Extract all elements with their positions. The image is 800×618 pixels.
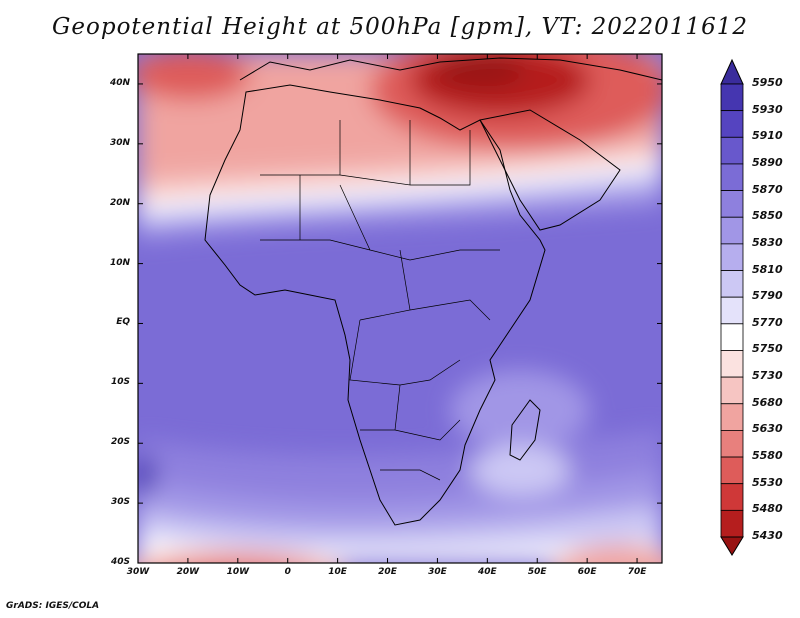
colorbar-label: 5870: [752, 182, 783, 196]
colorbar-label: 5730: [752, 369, 783, 383]
lon-label: 70E: [627, 567, 647, 577]
field-indian-ocean: [450, 370, 590, 450]
lon-label: 60E: [577, 567, 597, 577]
lon-label: 0: [284, 567, 291, 577]
colorbar-swatch: [720, 323, 744, 351]
lon-label: 10W: [226, 567, 250, 577]
lon-label: 20W: [176, 567, 200, 577]
colorbar-label: 5770: [752, 315, 783, 329]
lat-label: 30S: [110, 497, 130, 508]
chart-title: Geopotential Height at 500hPa [gpm], VT:…: [52, 14, 748, 40]
lon-label: 10E: [328, 567, 347, 577]
plot-frame: [137, 53, 663, 564]
colorbar-label: 5830: [752, 235, 783, 249]
lon-label: 20E: [378, 567, 397, 577]
colorbar-label: 5430: [752, 529, 783, 542]
lat-label: 10N: [109, 257, 130, 268]
colorbar-swatch: [720, 270, 744, 298]
lon-label: 40E: [477, 567, 497, 577]
field-sw-high: [138, 455, 155, 495]
colorbar-swatch: [720, 163, 744, 191]
colorbar-label: 5890: [752, 155, 783, 169]
height-field: [138, 54, 662, 563]
colorbar-swatch: [720, 456, 744, 485]
field-ridge: [470, 445, 570, 495]
coastlines: [204, 57, 662, 526]
lat-label: 10S: [110, 377, 130, 388]
footer-credit: GrADS: IGES/COLA: [6, 601, 100, 611]
colorbar-swatch: [720, 430, 744, 458]
lat-label: 20N: [109, 197, 130, 208]
lon-label: 30E: [428, 567, 447, 577]
colorbar-label: 5680: [752, 395, 783, 409]
lon-label: 50E: [527, 567, 547, 577]
lat-label: EQ: [116, 317, 130, 328]
axis-ticks: [137, 54, 662, 564]
colorbar-swatch: [720, 190, 744, 218]
colorbar-label: 5630: [752, 422, 783, 436]
lon-label: 30W: [126, 567, 150, 577]
field-sw-trough: [138, 550, 329, 563]
colorbar-swatch: [720, 296, 744, 325]
colorbar-label: 5750: [752, 342, 783, 356]
lat-label: 20S: [110, 437, 130, 448]
colorbar-swatch: [720, 483, 744, 511]
colorbar-swatch: [720, 136, 744, 165]
field-nw-trough: [138, 54, 250, 100]
lat-label: 40N: [109, 77, 130, 88]
colorbar-label: 5530: [752, 475, 783, 489]
field-se-trough: [555, 545, 662, 563]
colorbar-swatch: [720, 350, 744, 378]
lat-label: 40S: [110, 557, 130, 567]
colorbar-swatch: [720, 376, 744, 405]
colorbar-label: 5810: [752, 262, 783, 276]
colorbar-swatch: [720, 83, 744, 112]
colorbar-label: 5930: [752, 102, 783, 116]
colorbar-top-arrow: [720, 58, 744, 85]
colorbar-label: 5790: [752, 289, 783, 303]
colorbar-swatch: [720, 403, 744, 431]
europe-coast: [239, 57, 662, 81]
madagascar: [509, 399, 541, 461]
lat-label: 30N: [109, 137, 130, 148]
colorbar-swatch: [720, 110, 744, 138]
colorbar-label: 5910: [752, 129, 783, 143]
country-borders: [260, 120, 500, 481]
colorbar: [720, 58, 744, 556]
africa-coastline: [204, 84, 546, 526]
colorbar-swatch: [720, 243, 744, 271]
colorbar-bottom-arrow: [720, 536, 744, 556]
field-ne-trough-center: [435, 54, 525, 88]
colorbar-swatch: [720, 509, 744, 538]
arabian-peninsula: [479, 109, 621, 231]
colorbar-label: 5850: [752, 209, 783, 223]
colorbar-swatch: [720, 216, 744, 245]
colorbar-label: 5580: [752, 449, 783, 463]
colorbar-label: 5950: [752, 76, 783, 89]
colorbar-label: 5480: [752, 502, 783, 516]
